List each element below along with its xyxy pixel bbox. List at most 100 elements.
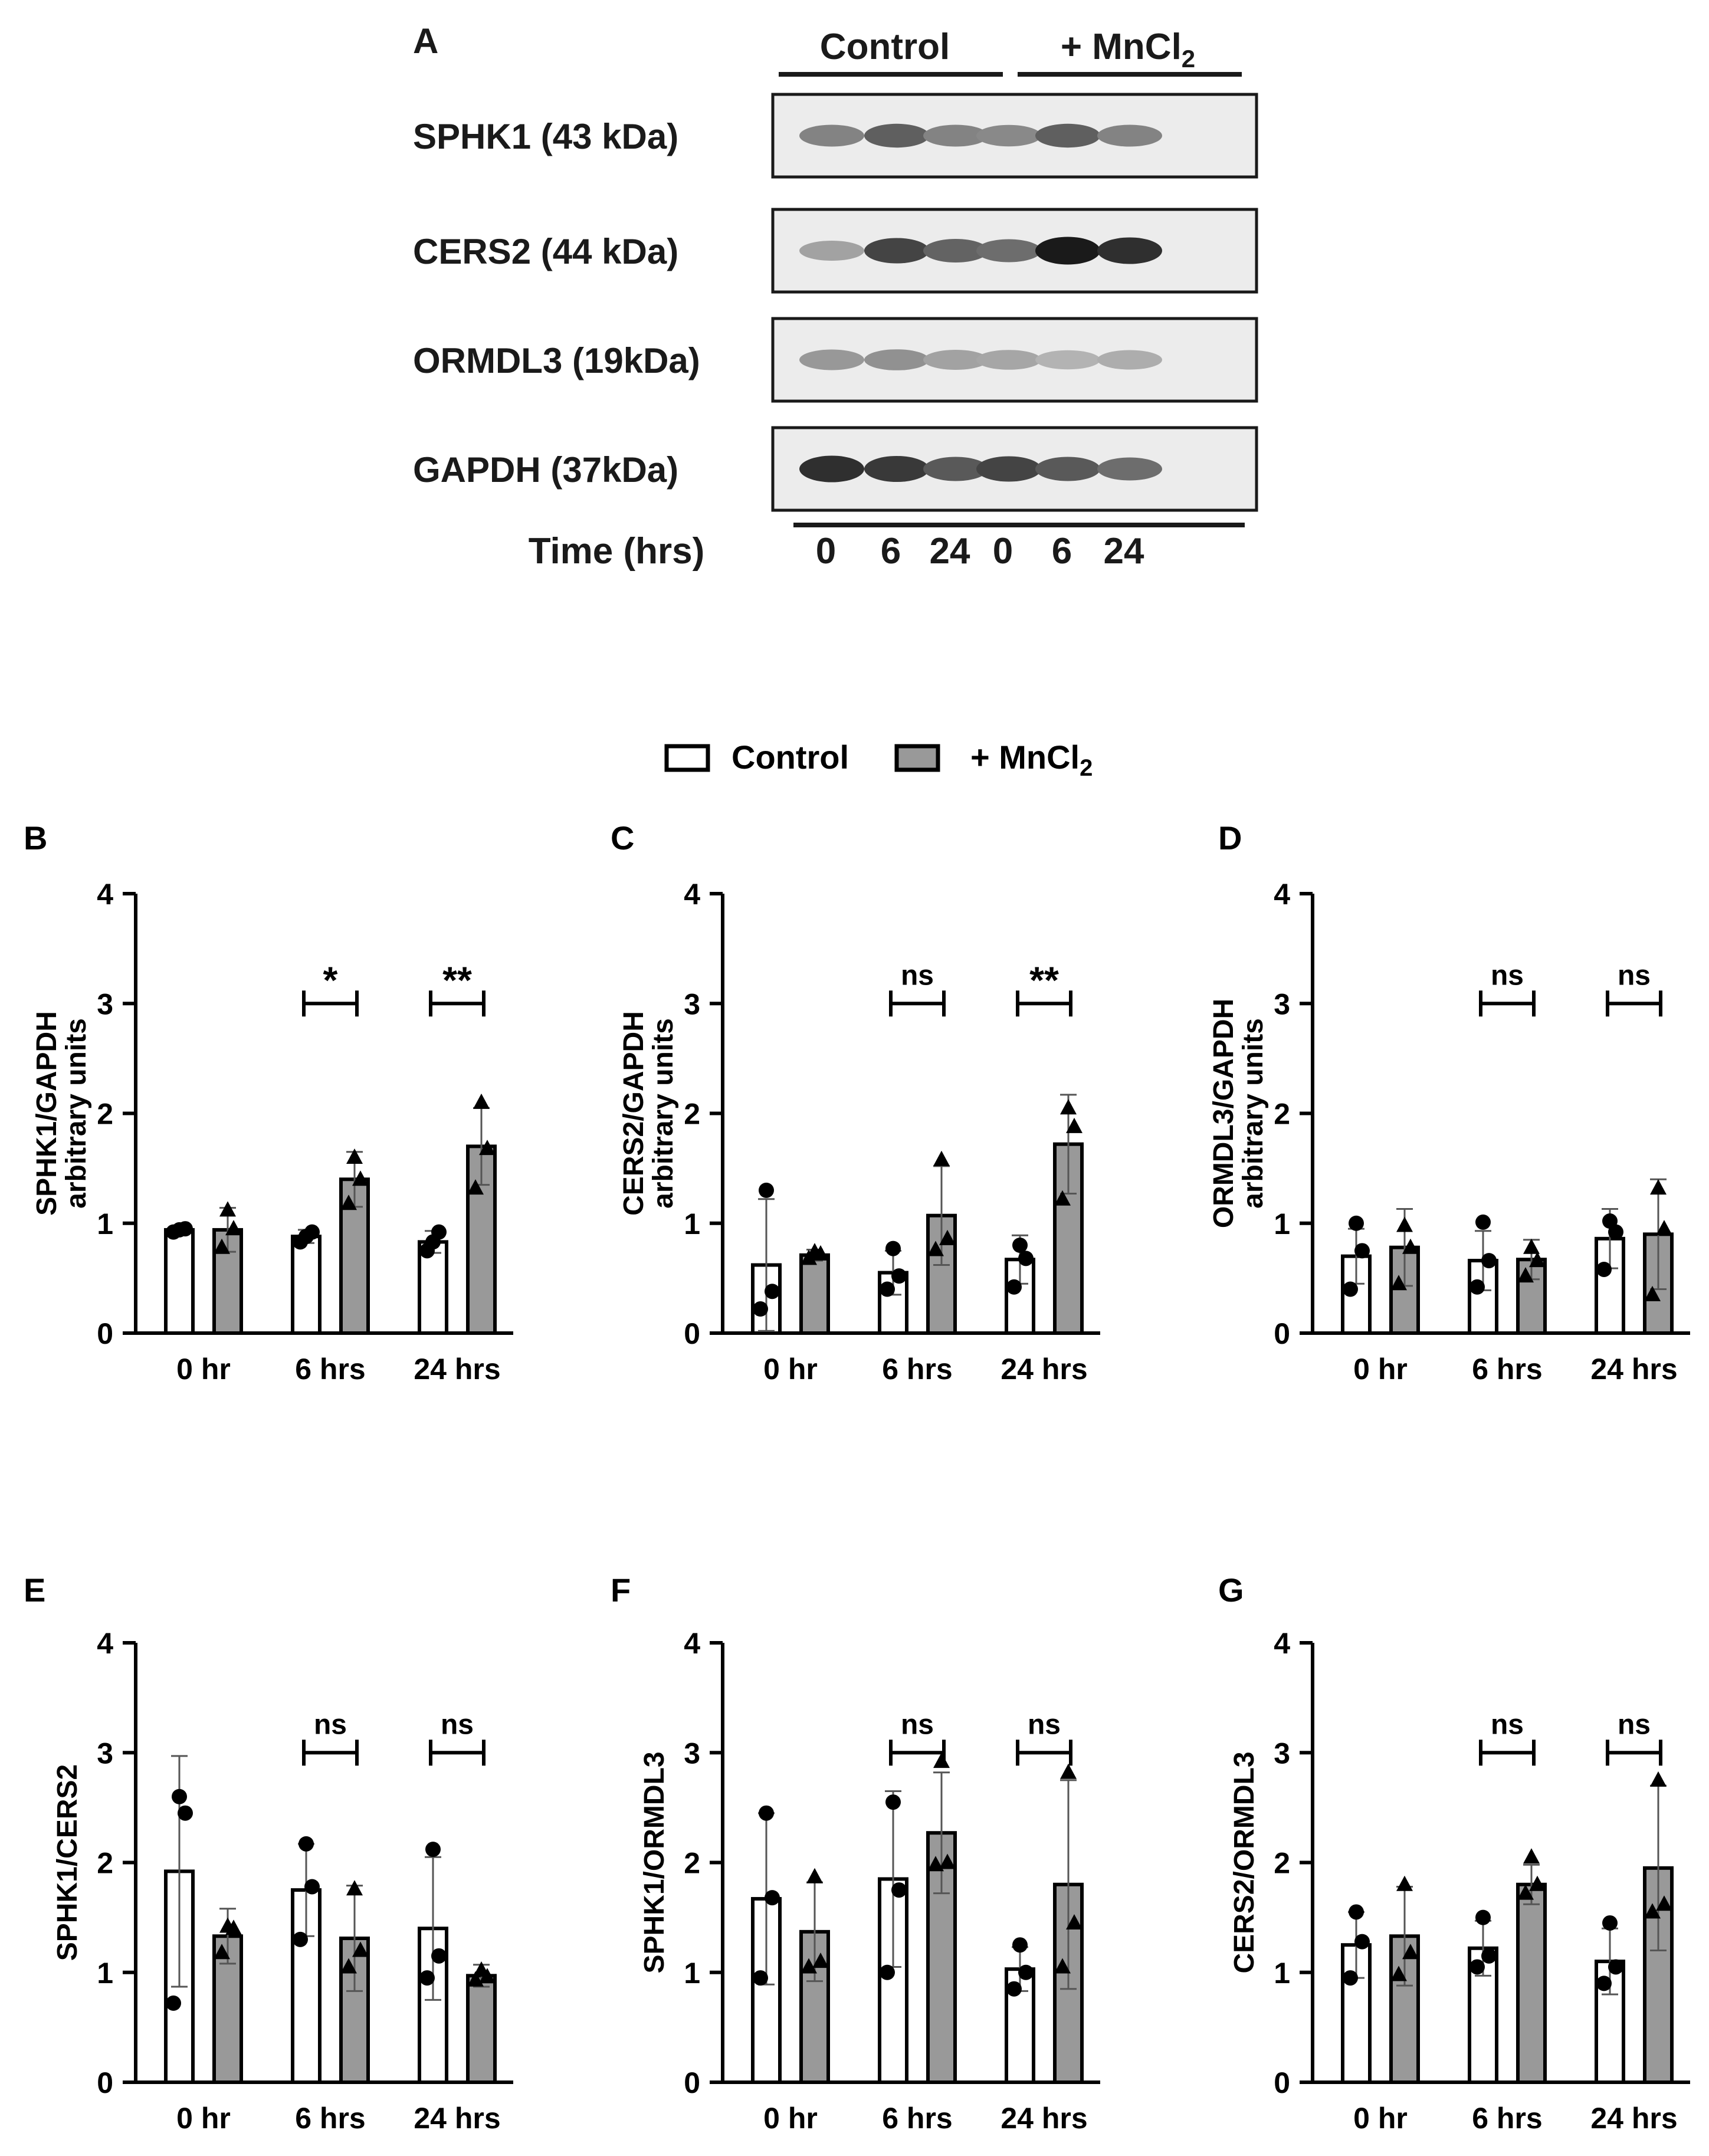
blot-band bbox=[1035, 123, 1100, 148]
panel-letter: C bbox=[611, 819, 634, 857]
data-point bbox=[1390, 1965, 1407, 1981]
bar bbox=[291, 1235, 322, 1335]
blot-band bbox=[1035, 457, 1100, 481]
blot-band bbox=[923, 350, 988, 370]
y-axis-label: arbitrary units bbox=[1238, 1018, 1269, 1209]
y-tick-label: 2 bbox=[684, 1098, 700, 1131]
data-point bbox=[885, 1794, 901, 1810]
protein-label: ORMDL3 (19kDa) bbox=[413, 341, 700, 380]
significance-bracket bbox=[302, 1740, 359, 1766]
data-point bbox=[225, 1220, 242, 1236]
data-point bbox=[753, 1970, 768, 1986]
blot-band bbox=[923, 239, 988, 262]
data-point bbox=[352, 1170, 369, 1186]
x-tick-label: 6 hrs bbox=[882, 1353, 953, 1386]
data-point bbox=[473, 1093, 490, 1109]
y-tick-label: 0 bbox=[97, 2066, 113, 2099]
data-point bbox=[1012, 1937, 1028, 1953]
bar-chart-g: G 0 1 2 3 4 CERS2/ORMDL3 0 hr 6 hrs ns 24 hrs ns bbox=[1218, 1571, 1690, 2135]
y-tick-label: 0 bbox=[684, 2066, 700, 2099]
y-tick-label: 4 bbox=[97, 1627, 113, 1660]
data-point bbox=[765, 1890, 780, 1906]
significance-label: ns bbox=[901, 960, 934, 991]
x-tick-label: 6 hrs bbox=[295, 2102, 366, 2135]
bar-chart-f: F 0 1 2 3 4 SPHK1/ORMDL3 0 hr 6 hrs ns 24 hrs ns bbox=[611, 1571, 1100, 2135]
blot-band bbox=[864, 456, 929, 482]
y-tick-label: 3 bbox=[97, 1737, 113, 1770]
bar bbox=[1516, 1882, 1547, 2084]
x-tick-label: 0 hr bbox=[1353, 2102, 1408, 2135]
data-point bbox=[166, 1995, 181, 2011]
significance-label: ns bbox=[314, 1709, 347, 1740]
blot-band bbox=[799, 349, 864, 370]
data-point bbox=[346, 1148, 363, 1164]
blot-band bbox=[1035, 237, 1100, 265]
protein-label: GAPDH (37kDa) bbox=[413, 450, 678, 490]
data-point bbox=[419, 1970, 435, 1986]
y-tick-label: 1 bbox=[1274, 1957, 1290, 1990]
data-point bbox=[1650, 1771, 1667, 1787]
data-point bbox=[479, 1140, 496, 1156]
x-tick-label: 0 hr bbox=[763, 1353, 818, 1386]
data-point bbox=[178, 1805, 193, 1821]
data-point bbox=[1402, 1944, 1419, 1960]
data-point bbox=[933, 1753, 950, 1768]
data-point bbox=[1656, 1895, 1672, 1911]
y-tick-label: 0 bbox=[1274, 1317, 1290, 1350]
data-point bbox=[1354, 1243, 1370, 1259]
data-point bbox=[933, 1150, 950, 1166]
significance-bracket bbox=[429, 990, 486, 1017]
data-point bbox=[431, 1948, 447, 1964]
data-point bbox=[1018, 1251, 1034, 1266]
data-point bbox=[1475, 1909, 1491, 1925]
lane-label: 24 bbox=[930, 531, 970, 572]
blot-band bbox=[976, 124, 1041, 147]
significance-label: ns bbox=[901, 1709, 934, 1740]
y-tick-label: 3 bbox=[1274, 987, 1290, 1020]
y-tick-label: 4 bbox=[684, 878, 700, 911]
data-point bbox=[1523, 1848, 1540, 1864]
group-label-mncl2: + MnCl2 bbox=[1061, 27, 1195, 73]
x-tick-label: 0 hr bbox=[763, 2102, 818, 2135]
data-point bbox=[425, 1842, 441, 1858]
data-point bbox=[298, 1229, 314, 1245]
data-point bbox=[1343, 1281, 1358, 1297]
y-tick-label: 1 bbox=[97, 1957, 113, 1990]
data-point bbox=[1602, 1213, 1618, 1229]
data-point bbox=[1354, 1934, 1370, 1950]
y-axis-label: SPHK1/CERS2 bbox=[52, 1764, 83, 1961]
data-point bbox=[1529, 1252, 1546, 1268]
significance-bracket bbox=[889, 990, 946, 1017]
significance-bracket bbox=[889, 1740, 946, 1766]
data-point bbox=[1475, 1214, 1491, 1230]
bar bbox=[418, 1240, 448, 1335]
significance-label: * bbox=[323, 959, 338, 1001]
data-point bbox=[1066, 1914, 1083, 1929]
data-point bbox=[939, 1853, 956, 1869]
data-point bbox=[172, 1789, 187, 1804]
data-point bbox=[1596, 1975, 1612, 1991]
data-point bbox=[1006, 1981, 1022, 1997]
blot-band bbox=[799, 455, 864, 483]
panel-letter-a: A bbox=[413, 21, 438, 61]
y-tick-label: 1 bbox=[1274, 1207, 1290, 1241]
blot-band bbox=[923, 457, 988, 481]
data-point bbox=[425, 1234, 441, 1250]
panel-letter: G bbox=[1218, 1571, 1244, 1609]
data-point bbox=[352, 1941, 369, 1957]
significance-label: ** bbox=[442, 959, 472, 1001]
blot-band bbox=[1097, 124, 1162, 147]
data-point bbox=[467, 1179, 484, 1195]
data-point bbox=[1523, 1238, 1540, 1254]
lane-label: 0 bbox=[993, 531, 1013, 572]
bar bbox=[466, 1974, 497, 2084]
data-point bbox=[1349, 1904, 1364, 1920]
x-tick-label: 0 hr bbox=[1353, 1353, 1408, 1386]
blot-band bbox=[864, 349, 929, 370]
y-tick-label: 4 bbox=[1274, 878, 1290, 911]
data-point bbox=[1517, 1884, 1534, 1900]
data-point bbox=[759, 1182, 774, 1198]
significance-bracket bbox=[302, 990, 359, 1017]
